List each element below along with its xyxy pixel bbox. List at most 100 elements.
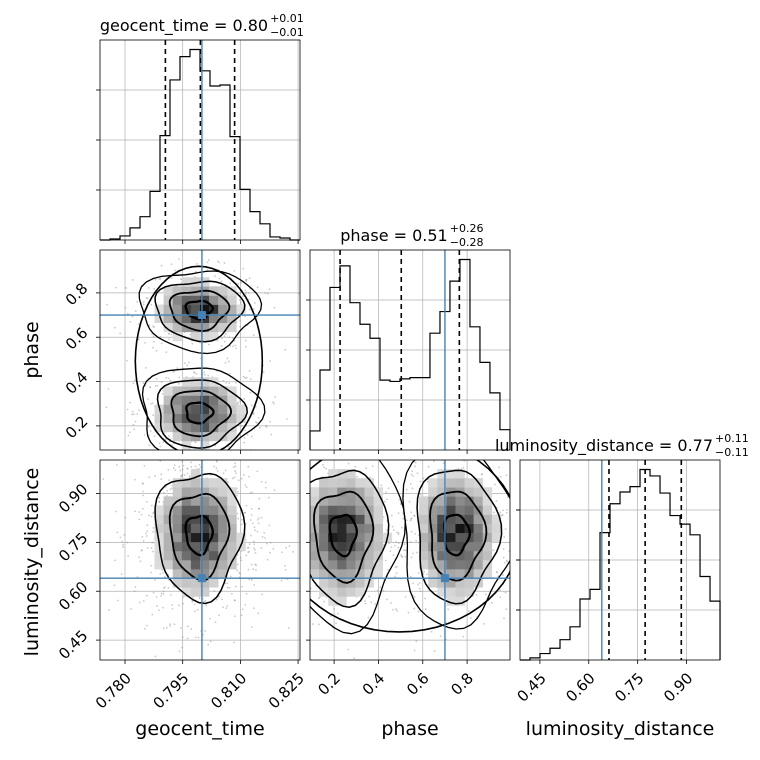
density-cell: [172, 304, 183, 314]
density-cell: [319, 514, 329, 524]
sample-point: [284, 568, 287, 571]
sample-point: [232, 345, 234, 348]
density-cell: [419, 560, 429, 570]
sample-point: [269, 541, 272, 544]
sample-point: [416, 472, 419, 475]
sample-point: [256, 286, 259, 289]
sample-point: [248, 578, 251, 581]
sample-point: [434, 458, 436, 460]
sample-point: [129, 608, 132, 610]
density-cell: [209, 286, 219, 296]
sample-point: [205, 604, 208, 607]
title-plus-geocent_time: +0.01: [270, 12, 304, 25]
sample-point: [178, 376, 181, 379]
sample-point: [233, 599, 236, 601]
density-cell: [319, 496, 329, 506]
density-cell: [310, 496, 320, 506]
sample-point: [222, 472, 225, 475]
sample-point: [247, 551, 250, 554]
sample-point: [266, 292, 269, 295]
sample-point: [114, 286, 117, 289]
sample-point: [252, 308, 255, 310]
density-cell: [227, 523, 237, 534]
sample-point: [178, 465, 181, 468]
density-cell: [218, 560, 228, 570]
sample-point: [191, 342, 194, 345]
sample-point: [173, 623, 176, 626]
density-cell: [218, 386, 228, 396]
sample-point: [450, 434, 452, 436]
density-cell: [236, 532, 246, 543]
sample-point: [160, 592, 163, 595]
density-cell: [209, 560, 219, 570]
density-cell: [163, 386, 174, 396]
sample-point: [244, 376, 247, 379]
density-cell: [154, 422, 164, 433]
sample-point: [152, 414, 155, 417]
density-cell: [227, 413, 237, 424]
sample-point: [233, 462, 236, 465]
density-cell: [172, 404, 183, 414]
sample-point: [139, 560, 142, 563]
density-cell: [473, 532, 484, 543]
sample-point: [168, 479, 171, 482]
density-cell: [190, 505, 201, 515]
sample-point: [419, 493, 422, 496]
density-cell: [154, 313, 164, 324]
sample-point: [160, 264, 163, 267]
sample-point: [113, 584, 116, 587]
sample-point: [249, 534, 252, 537]
density-cell: [200, 569, 210, 579]
sample-point: [250, 404, 253, 407]
density-cell: [172, 413, 183, 424]
sample-point: [207, 259, 210, 262]
contour-level-1: [185, 401, 215, 425]
sample-point: [386, 598, 388, 601]
sample-point: [141, 535, 144, 538]
sample-point: [396, 531, 399, 534]
sample-point: [267, 496, 270, 499]
panel-frame-geocent_time-luminosity_distance: [99, 459, 301, 661]
sample-point: [227, 481, 230, 484]
sample-point: [161, 392, 164, 395]
sample-point: [361, 446, 363, 448]
sample-point: [284, 564, 286, 567]
sample-point: [362, 672, 364, 674]
sample-point: [220, 453, 222, 455]
sample-point: [180, 475, 183, 477]
density-cell: [464, 496, 474, 506]
sample-point: [301, 485, 303, 487]
sample-point: [246, 433, 249, 436]
sample-point: [235, 347, 238, 350]
density-cell: [209, 331, 219, 342]
density-cell: [428, 505, 438, 515]
density-cell: [355, 496, 365, 506]
sample-point: [484, 593, 487, 596]
sample-point: [303, 548, 305, 550]
sample-point: [253, 583, 256, 586]
panel-frame-phase-luminosity_distance: [309, 459, 511, 661]
sample-point: [492, 511, 495, 514]
contour-level-2: [313, 490, 375, 584]
sample-point: [142, 303, 145, 306]
sample-point: [254, 552, 257, 554]
sample-point: [194, 465, 197, 468]
sample-point: [411, 470, 414, 473]
sample-point: [353, 657, 355, 660]
sample-point: [292, 519, 294, 521]
sample-point: [238, 571, 241, 574]
sample-point: [382, 516, 385, 519]
density-cell: [319, 532, 329, 543]
sample-point: [405, 519, 408, 522]
sample-point: [264, 537, 266, 539]
density-cell: [172, 523, 183, 534]
density-cell: [328, 578, 338, 588]
density-cell: [190, 496, 201, 506]
sample-point: [245, 554, 248, 557]
density-cell: [337, 587, 347, 597]
sample-point: [169, 379, 172, 382]
density-cell: [218, 496, 228, 506]
density-cell: [190, 560, 201, 570]
density-cell: [181, 395, 192, 405]
density-cell: [373, 523, 384, 534]
